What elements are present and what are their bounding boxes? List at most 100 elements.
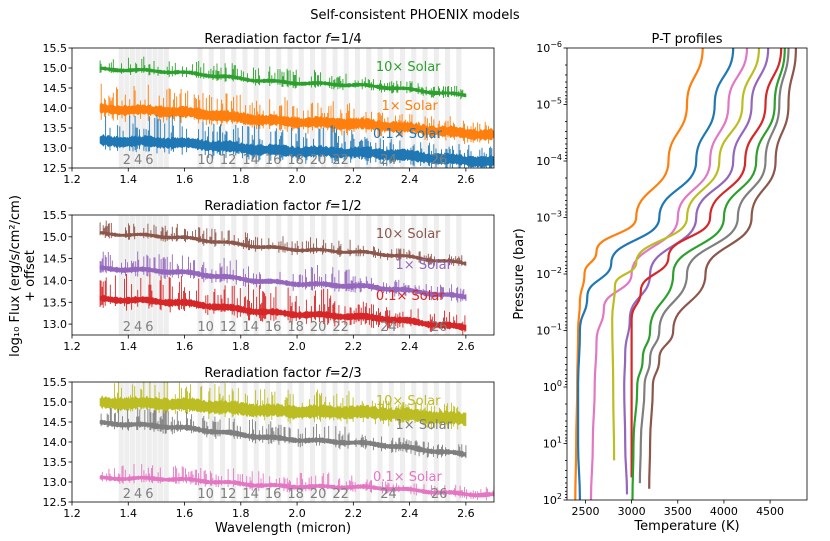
- wavelength-band-9: [163, 215, 169, 335]
- wavelength-band-30: [422, 215, 428, 335]
- band-number-label: 14: [242, 320, 259, 335]
- band-number-label: 6: [145, 153, 153, 168]
- wavelength-band-31: [433, 382, 439, 502]
- wavelength-band-14: [242, 48, 248, 168]
- band-number-label: 22: [332, 320, 349, 335]
- wavelength-band-29: [411, 48, 417, 168]
- y-tick-label: 101: [543, 436, 562, 451]
- spectrum-spikes-3: [99, 273, 466, 335]
- tick-base: 10: [536, 99, 550, 112]
- wavelength-band-19: [298, 48, 304, 168]
- y-tick-label: 10−2: [536, 266, 562, 281]
- title-suffix: =1/4: [330, 32, 362, 47]
- wavelength-band-11: [208, 382, 214, 502]
- x-tick-label: 1.8: [232, 173, 250, 186]
- wavelength-band-33: [456, 215, 462, 335]
- wavelength-band-3: [129, 382, 136, 502]
- x-tick-label: 2.2: [345, 507, 363, 520]
- band-number-label: 16: [265, 153, 282, 168]
- panel-title: P-T profiles: [652, 32, 723, 47]
- panel-title: Reradiation factor f=2/3: [204, 366, 361, 381]
- x-tick-label: 1.6: [176, 173, 194, 186]
- y-tick-label: 15.5: [43, 42, 68, 55]
- title-prefix: Reradiation factor: [204, 32, 325, 47]
- wavelength-band-25: [366, 48, 372, 168]
- series-label: 10× Solar: [376, 227, 441, 242]
- wavelength-band-24: [355, 215, 361, 335]
- band-number-label: 2: [123, 153, 131, 168]
- x-tick-label: 2.0: [288, 340, 306, 353]
- band-number-label: 4: [134, 153, 142, 168]
- wavelength-band-2: [124, 382, 130, 502]
- wavelength-band-29: [411, 382, 417, 502]
- wavelength-band-26: [377, 215, 383, 335]
- wavelength-band-6: [146, 215, 152, 335]
- band-number-label: 24: [380, 487, 397, 502]
- tick-exponent: −4: [550, 153, 562, 162]
- y-tick-label: 102: [543, 492, 562, 507]
- x-tick-label: 2.6: [457, 173, 475, 186]
- wavelength-band-28: [400, 382, 406, 502]
- y-tick-label: 10−5: [536, 97, 562, 112]
- wavelength-band-5: [141, 382, 147, 502]
- wavelength-band-6: [146, 382, 152, 502]
- spectrum-spikes-2: [100, 83, 489, 144]
- wavelength-band-3: [129, 215, 136, 335]
- band-number-label: 6: [145, 320, 153, 335]
- wavelength-band-17: [276, 48, 282, 168]
- wavelength-band-17: [276, 215, 282, 335]
- wavelength-band-27: [388, 48, 394, 168]
- wavelength-band-25: [366, 215, 372, 335]
- series-label: 1× Solar: [396, 418, 453, 433]
- wavelength-band-31: [433, 215, 439, 335]
- x-tick-label: 3500: [664, 505, 692, 518]
- y-tick-label: 14.5: [43, 253, 68, 266]
- band-number-label: 18: [287, 153, 304, 168]
- wavelength-band-18: [287, 48, 293, 168]
- panel-title: Reradiation factor f=1/2: [204, 199, 361, 214]
- y-tick-label: 15.5: [43, 209, 68, 222]
- series-label: 0.1× Solar: [376, 289, 445, 304]
- wavelength-band-29: [411, 215, 417, 335]
- title-suffix: =2/3: [330, 366, 362, 381]
- tick-base: 10: [543, 438, 557, 451]
- band-number-label: 12: [220, 153, 237, 168]
- wavelength-band-32: [445, 215, 451, 335]
- series-label: 1× Solar: [396, 258, 453, 273]
- x-tick-label: 3000: [618, 505, 646, 518]
- wavelength-band-18: [287, 215, 293, 335]
- band-number-label: 22: [332, 487, 349, 502]
- title-suffix: =1/2: [330, 199, 362, 214]
- x-tick-label: 2.6: [457, 507, 475, 520]
- wavelength-band-19: [298, 215, 304, 335]
- band-number-label: 12: [220, 487, 237, 502]
- x-tick-label: 2.4: [401, 340, 419, 353]
- spectrum-spikes-1: [113, 382, 461, 430]
- x-tick-label: 4000: [710, 505, 738, 518]
- x-tick-label: 2.4: [401, 507, 419, 520]
- y-tick-label: 15.0: [43, 396, 68, 409]
- y-tick-label: 15.0: [43, 62, 68, 75]
- wavelength-band-27: [388, 215, 394, 335]
- band-number-label: 6: [145, 487, 153, 502]
- band-number-label: 10: [197, 487, 214, 502]
- x-tick-label: 1.4: [120, 173, 138, 186]
- x-tick-label: 1.4: [120, 507, 138, 520]
- tick-exponent: 2: [557, 492, 562, 501]
- x-tick-label: 2.2: [345, 340, 363, 353]
- pt-profile-8: [638, 48, 790, 484]
- pt-profile-6: [630, 48, 783, 478]
- band-number-label: 18: [287, 320, 304, 335]
- wavelength-band-10: [197, 382, 203, 502]
- tick-exponent: −3: [550, 210, 562, 219]
- y-tick-label: 100: [543, 379, 562, 394]
- title-variable: f: [325, 32, 332, 47]
- pt-profile-2: [576, 48, 735, 500]
- series-label: 1× Solar: [381, 99, 438, 114]
- plot-area: [574, 48, 797, 500]
- wavelength-band-26: [377, 48, 383, 168]
- pt-profile-1: [574, 48, 704, 500]
- axes-frame: [71, 214, 495, 336]
- shared-ylabel: log₁₀ Flux (erg/s/cm²/cm) + offset: [8, 195, 38, 357]
